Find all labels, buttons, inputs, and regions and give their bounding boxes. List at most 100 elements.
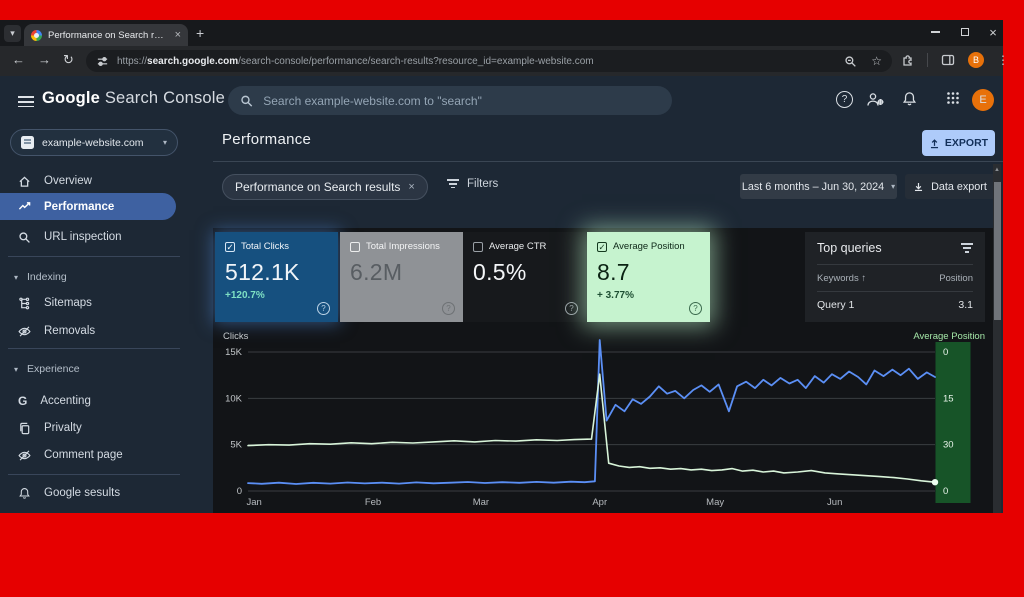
extensions-icon[interactable]: [900, 53, 914, 67]
sidebar-section-experience[interactable]: ▾ Experience: [14, 363, 80, 375]
browser-profile-avatar[interactable]: B: [968, 52, 984, 68]
help-icon[interactable]: ?: [442, 302, 455, 315]
browser-tab[interactable]: Performance on Search results ×: [24, 24, 188, 46]
scrollbar-up-arrow[interactable]: ▲: [994, 167, 1000, 173]
metric-card-average-ctr[interactable]: Average CTR 0.5% ?: [463, 232, 586, 322]
svg-text:Mar: Mar: [473, 497, 489, 508]
help-icon[interactable]: ?: [317, 302, 330, 315]
g-letter-icon: G: [18, 394, 28, 408]
svg-text:10K: 10K: [225, 393, 243, 404]
svg-text:15K: 15K: [225, 347, 243, 358]
sidebar-item-comment-page[interactable]: Comment page: [0, 442, 190, 468]
address-bar[interactable]: https://search.google.com/search-console…: [86, 50, 892, 72]
table-row[interactable]: Query 1 3.1: [817, 292, 973, 318]
data-export-button[interactable]: Data export: [905, 174, 995, 199]
sidebar-item-sitemaps[interactable]: Sitemaps: [0, 290, 190, 316]
metric-card-total-impressions[interactable]: Total Impressions 6.2M ?: [340, 232, 463, 322]
metric-value: 8.7: [597, 259, 630, 285]
date-range-selector[interactable]: Last 6 months – Jun 30, 2024 ▾: [740, 174, 897, 199]
column-header-keywords[interactable]: Keywords ↑: [817, 272, 867, 284]
help-icon[interactable]: ?: [689, 302, 702, 315]
search-console-app: Google Search Console ?: [0, 76, 1003, 513]
sidebar-item-overview[interactable]: Overview: [0, 168, 190, 194]
svg-text:Feb: Feb: [365, 497, 381, 508]
filters-button[interactable]: Filters: [447, 177, 498, 191]
column-header-position[interactable]: Position: [939, 272, 973, 284]
svg-text:0: 0: [943, 347, 948, 358]
sidebar-item-privalty[interactable]: Privalty: [0, 415, 190, 441]
window-minimize-button[interactable]: [928, 26, 942, 39]
back-icon[interactable]: ←: [12, 52, 25, 67]
app-search-input[interactable]: [263, 93, 660, 108]
chevron-down-icon: ▾: [14, 364, 19, 374]
chevron-down-icon: ▾: [891, 182, 896, 191]
page-title: Performance: [222, 131, 312, 148]
position-cell: 3.1: [958, 299, 973, 311]
tab-search-button[interactable]: ▾: [4, 25, 21, 42]
url-text: https://search.google.com/search-console…: [117, 55, 594, 67]
eye-off-icon: [18, 325, 31, 337]
tab-close-icon[interactable]: ×: [174, 28, 181, 41]
svg-text:5K: 5K: [230, 440, 242, 451]
bookmark-star-icon[interactable]: ☆: [871, 54, 882, 68]
search-type-chip[interactable]: Performance on Search results ×: [222, 174, 428, 200]
metric-card-average-position[interactable]: ✓ Average Position 8.7 + 3.77% ?: [587, 232, 710, 322]
metric-card-total-clicks[interactable]: ✓ Total Clicks 512.1K +120.7% ?: [215, 232, 338, 322]
menu-icon[interactable]: [18, 96, 34, 110]
sidebar-item-url-inspection[interactable]: URL inspection: [0, 224, 190, 250]
property-selector[interactable]: example-website.com ▾: [10, 129, 178, 156]
window-close-button[interactable]: ×: [989, 25, 997, 40]
notifications-bell-icon[interactable]: [902, 91, 917, 107]
app-brand: Google Search Console: [42, 89, 226, 107]
account-avatar[interactable]: E: [972, 89, 994, 111]
sidebar-divider: [8, 474, 180, 475]
help-icon[interactable]: ?: [565, 302, 578, 315]
download-icon: [915, 182, 923, 192]
scrollbar[interactable]: ▲: [993, 164, 1001, 513]
site-settings-icon[interactable]: [96, 55, 109, 68]
svg-text:Jan: Jan: [247, 497, 262, 508]
checkbox-icon[interactable]: [473, 241, 483, 252]
tab-strip: ▾ Performance on Search results × + ×: [0, 20, 1003, 46]
help-icon[interactable]: ?: [836, 91, 853, 108]
user-settings-icon[interactable]: [866, 91, 885, 108]
search-icon: [19, 231, 30, 243]
zoom-icon[interactable]: [844, 55, 857, 68]
query-cell: Query 1: [817, 299, 855, 311]
forward-icon[interactable]: →: [38, 52, 51, 67]
export-button[interactable]: EXPORT: [922, 130, 995, 156]
sidebar-item-accenting[interactable]: G Accenting: [18, 394, 91, 408]
chip-close-icon[interactable]: ×: [408, 181, 415, 193]
sidebar-section-indexing[interactable]: ▾ Indexing: [14, 271, 67, 283]
sidebar-item-google-sesults[interactable]: Google sesults: [0, 480, 190, 506]
apps-grid-icon[interactable]: [946, 91, 960, 105]
checkbox-icon[interactable]: ✓: [597, 241, 607, 252]
home-icon: [19, 176, 30, 187]
metric-value: 0.5%: [473, 259, 527, 285]
filter-list-icon[interactable]: [961, 241, 973, 255]
tab-favicon-icon: [31, 29, 42, 41]
reload-icon[interactable]: ↻: [63, 52, 74, 67]
browser-menu-icon[interactable]: ⋮: [997, 53, 1009, 67]
top-queries-title: Top queries: [817, 241, 882, 255]
side-panel-icon[interactable]: [941, 53, 955, 67]
window-maximize-button[interactable]: [958, 26, 972, 39]
svg-text:30: 30: [943, 440, 954, 451]
app-search-bar[interactable]: [228, 86, 672, 115]
toolbar-divider: [927, 53, 928, 67]
sidebar-item-removals[interactable]: Removals: [0, 318, 190, 344]
chevron-down-icon: ▾: [162, 138, 167, 147]
sidebar-item-performance[interactable]: Performance: [0, 193, 176, 220]
chart-canvas[interactable]: 15K 0 10K 15 5K 30 0 0 Jan Feb Mar Apr May Jun: [213, 330, 993, 513]
sitemap-icon: [19, 297, 30, 309]
scrollbar-thumb[interactable]: [993, 182, 1001, 320]
checkbox-icon[interactable]: ✓: [225, 241, 235, 252]
property-icon: [21, 136, 34, 149]
sidebar-divider: [8, 348, 180, 349]
left-axis-title: Clicks: [223, 331, 249, 342]
checkbox-icon[interactable]: [350, 241, 360, 252]
svg-text:0: 0: [943, 486, 948, 497]
performance-chart[interactable]: Clicks Average Position 15K 0 10K 15 5K 30 0 0 J…: [213, 330, 993, 513]
new-tab-button[interactable]: +: [196, 25, 205, 41]
performance-chart-icon: [18, 202, 31, 210]
